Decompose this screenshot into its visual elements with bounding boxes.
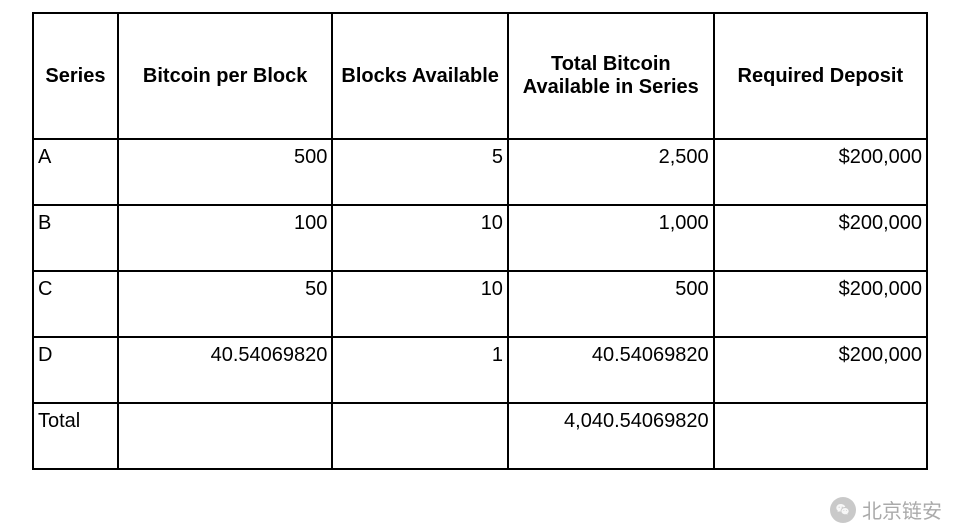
cell-series: B: [33, 205, 118, 271]
table-row: C 50 10 500 $200,000: [33, 271, 927, 337]
col-header-total-bitcoin: Total Bitcoin Available in Series: [508, 13, 714, 139]
col-header-blocks-available: Blocks Available: [332, 13, 508, 139]
watermark: 北京链安: [830, 495, 942, 524]
cell-bpb: 50: [118, 271, 332, 337]
table-row: A 500 5 2,500 $200,000: [33, 139, 927, 205]
cell-blocks: 10: [332, 271, 508, 337]
cell-bpb-total: [118, 403, 332, 469]
cell-series-total: Total: [33, 403, 118, 469]
cell-deposit: $200,000: [714, 205, 927, 271]
cell-deposit: $200,000: [714, 271, 927, 337]
col-header-required-deposit: Required Deposit: [714, 13, 927, 139]
cell-bpb: 100: [118, 205, 332, 271]
col-header-series: Series: [33, 13, 118, 139]
cell-bpb: 40.54069820: [118, 337, 332, 403]
cell-total: 40.54069820: [508, 337, 714, 403]
wechat-icon: [830, 497, 856, 523]
col-header-bitcoin-per-block: Bitcoin per Block: [118, 13, 332, 139]
cell-blocks: 10: [332, 205, 508, 271]
cell-series: A: [33, 139, 118, 205]
table-footer-row: Total 4,040.54069820: [33, 403, 927, 469]
cell-total: 2,500: [508, 139, 714, 205]
bitcoin-series-table: Series Bitcoin per Block Blocks Availabl…: [32, 12, 928, 470]
cell-total: 500: [508, 271, 714, 337]
cell-total-total: 4,040.54069820: [508, 403, 714, 469]
cell-deposit: $200,000: [714, 337, 927, 403]
table-row: D 40.54069820 1 40.54069820 $200,000: [33, 337, 927, 403]
cell-blocks: 5: [332, 139, 508, 205]
cell-deposit: $200,000: [714, 139, 927, 205]
cell-series: D: [33, 337, 118, 403]
cell-deposit-total: [714, 403, 927, 469]
cell-blocks: 1: [332, 337, 508, 403]
table-header: Series Bitcoin per Block Blocks Availabl…: [33, 13, 927, 139]
cell-bpb: 500: [118, 139, 332, 205]
table-row: B 100 10 1,000 $200,000: [33, 205, 927, 271]
watermark-text: 北京链安: [862, 495, 942, 524]
table-body: A 500 5 2,500 $200,000 B 100 10 1,000 $2…: [33, 139, 927, 469]
cell-total: 1,000: [508, 205, 714, 271]
cell-blocks-total: [332, 403, 508, 469]
cell-series: C: [33, 271, 118, 337]
